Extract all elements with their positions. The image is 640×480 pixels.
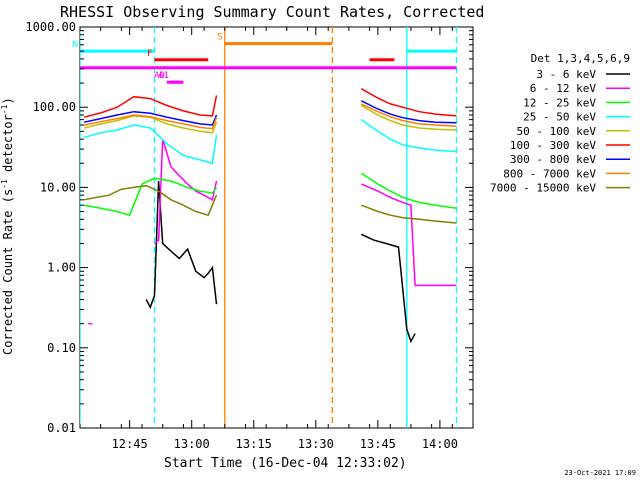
series-50-100-kev-segment-2 [360,104,457,131]
x-tick-label: 13:45 [360,437,396,451]
series-300-800-kev-segment-1 [83,110,218,126]
legend-label-3-6-kev: 3 - 6 keV [536,68,596,81]
legend-label-300-800-kev: 300 - 800 keV [510,153,596,166]
x-tick-label: 14:00 [422,437,458,451]
plot-frame [79,26,474,429]
y-tick-label: 1000.00 [25,20,76,34]
legend-label-100-300-kev: 100 - 300 keV [510,139,596,152]
x-tick-label: 13:15 [236,437,272,451]
series-6-12-kev-segment-2 [154,138,218,245]
series-800-7000-kev-segment-1 [83,114,218,130]
series-12-25-kev-segment-1 [83,177,218,217]
band-label-s: S [217,33,222,43]
legend-label-7000-15000-kev: 7000 - 15000 keV [490,182,596,195]
band-label-ad: AD [154,71,165,81]
generation-date: 23-Oct-2021 17:09 [564,469,636,477]
series-800-7000-kev-segment-2 [360,103,457,127]
series-7000-15000-kev-segment-2 [361,204,457,224]
y-tick-label: 0.10 [47,341,76,355]
series-25-50-kev-segment-2 [360,118,457,153]
x-axis: 12:45 13:00 13:15 13:30 13:45 14:00 [79,27,474,451]
series-3-6-kev-segment-1 [145,180,218,310]
legend-label-12-25-kev: 12 - 25 keV [523,96,596,109]
y-axis-label: Corrected Count Rate (s-1 detector-1) [0,97,15,355]
series-100-300-kev-segment-1 [83,95,218,118]
band-label-a1: A1 [158,71,169,81]
y-tick-label: 0.01 [47,421,76,435]
legend-label-800-7000-kev: 800 - 7000 keV [503,167,596,180]
x-axis-label: Start Time (16-Dec-04 12:33:02) [164,456,407,471]
band-label-f: F [147,49,152,59]
y-tick-label: 10.00 [40,180,76,194]
x-tick-label: 12:45 [112,437,148,451]
series-300-800-kev-segment-2 [360,100,457,124]
y-tick-label: 100.00 [33,100,76,114]
legend-title: Det 1,3,4,5,6,9 [531,52,630,65]
y-tick-label: 1.00 [47,261,76,275]
series-7000-15000-kev-segment-1 [83,184,218,217]
series-12-25-kev-segment-2 [360,172,457,209]
x-tick-label: 13:30 [298,437,334,451]
series-25-50-kev-segment-1 [83,124,218,165]
band-label-n: N [73,40,78,50]
y-axis: 1000.00 100.00 10.00 1.00 0.10 0.01 [25,20,473,435]
series-3-6-kev-segment-2 [360,233,416,344]
legend-label-6-12-kev: 6 - 12 keV [530,82,597,95]
series-6-12-kev-segment-3 [361,183,457,287]
legend-label-25-50-kev: 25 - 50 keV [523,111,596,124]
legend-label-50-100-kev: 50 - 100 keV [517,125,597,138]
series-50-100-kev-segment-1 [83,115,218,134]
chart-title: RHESSI Observing Summary Count Rates, Co… [60,3,484,21]
plot-area [80,27,458,428]
series-100-300-kev-segment-2 [360,88,457,117]
x-tick-label: 13:00 [174,437,210,451]
